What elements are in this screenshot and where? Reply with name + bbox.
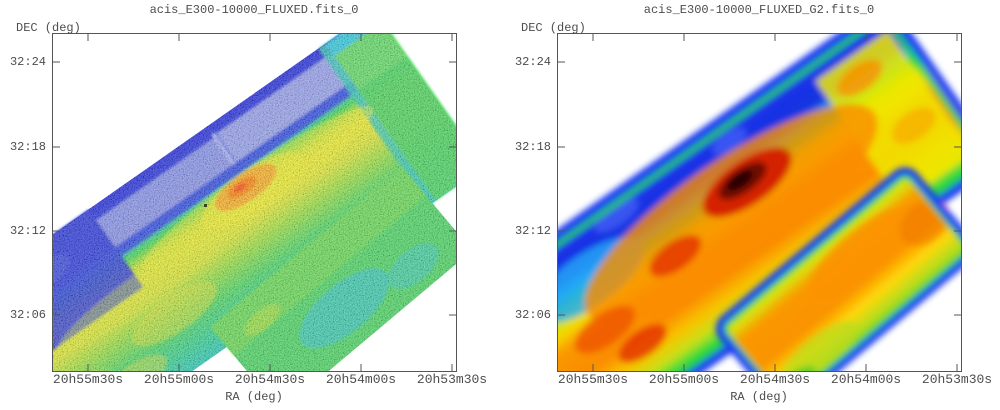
right-y-tick-label: 32:06 — [514, 308, 551, 322]
left-noise-overlay — [52, 33, 456, 371]
left-x-tick-label: 20h54m00s — [325, 372, 397, 387]
left-y-tick-label: 32:24 — [9, 55, 46, 69]
right-y-tick-label: 32:24 — [514, 55, 551, 69]
right-heatmap-image — [557, 33, 961, 371]
left-x-tick-label: 20h53m30s — [416, 372, 488, 387]
right-y-axis-label: DEC (deg) — [521, 21, 586, 35]
right-rectangle-field — [715, 167, 961, 371]
left-dark-pixel — [204, 204, 207, 207]
right-x-tick-label: 20h54m00s — [830, 372, 902, 387]
right-x-axis-label: RA (deg) — [730, 390, 788, 404]
left-heatmap-image — [52, 33, 456, 371]
left-y-tick-label: 32:18 — [9, 140, 46, 154]
left-panel-title: acis_E300-10000_FLUXED.fits_0 — [149, 3, 359, 17]
right-y-tick-label: 32:12 — [514, 224, 551, 238]
left-y-tick-label: 32:12 — [9, 224, 46, 238]
right-x-tick-label: 20h53m30s — [921, 372, 993, 387]
right-x-tick-label: 20h54m30s — [739, 372, 811, 387]
right-y-tick-label: 32:18 — [514, 140, 551, 154]
left-x-axis-label: RA (deg) — [225, 390, 283, 404]
left-y-tick-label: 32:06 — [9, 308, 46, 322]
left-y-axis-label: DEC (deg) — [16, 21, 81, 35]
left-x-tick-label: 20h55m30s — [52, 372, 124, 387]
left-x-tick-label: 20h55m00s — [143, 372, 215, 387]
right-x-tick-label: 20h55m00s — [648, 372, 720, 387]
right-x-tick-label: 20h55m30s — [557, 372, 629, 387]
left-x-tick-label: 20h54m30s — [234, 372, 306, 387]
right-panel-title: acis_E300-10000_FLUXED_G2.fits_0 — [643, 3, 875, 17]
